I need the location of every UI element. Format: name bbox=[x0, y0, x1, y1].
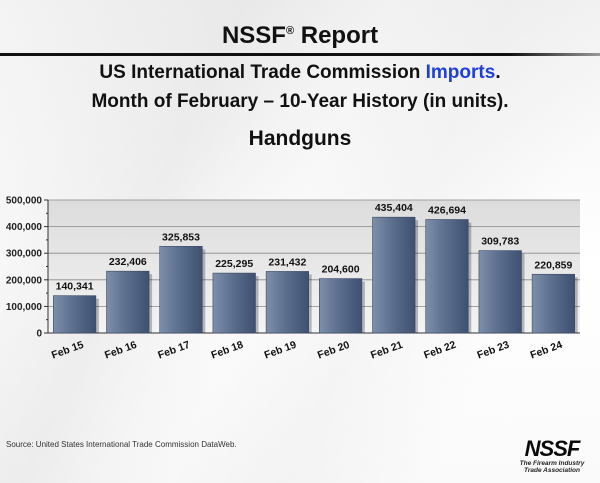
bar bbox=[106, 270, 150, 334]
x-tick-label: Feb 20 bbox=[316, 339, 352, 362]
x-tick-label: Feb 15 bbox=[50, 339, 86, 362]
y-tick-label: 200,000 bbox=[6, 275, 43, 286]
bar bbox=[478, 250, 522, 334]
x-tick-label: Feb 16 bbox=[103, 339, 139, 362]
x-tick-label: Feb 17 bbox=[156, 339, 192, 362]
source-note: Source: United States International Trad… bbox=[6, 440, 237, 449]
x-tick-label: Feb 21 bbox=[369, 339, 405, 362]
data-label: 225,295 bbox=[215, 258, 253, 270]
bar bbox=[425, 219, 469, 334]
bar bbox=[372, 216, 416, 334]
data-label: 231,432 bbox=[268, 256, 306, 268]
bar bbox=[531, 273, 575, 334]
y-tick-label: 100,000 bbox=[6, 302, 43, 313]
x-tick-label: Feb 23 bbox=[475, 339, 511, 362]
y-tick-label: 300,000 bbox=[6, 249, 43, 260]
subtitle-line-1: US International Trade Commission Import… bbox=[99, 62, 501, 83]
highlight-imports: Imports bbox=[425, 62, 496, 83]
report-title: NSSF® Report bbox=[221, 22, 379, 49]
data-label: 220,859 bbox=[534, 259, 572, 271]
data-label: 435,404 bbox=[375, 202, 413, 214]
x-tick-label: Feb 19 bbox=[263, 339, 299, 362]
header-rule bbox=[0, 53, 600, 56]
bar-chart: 0 100,000 200,000 300,000 400,000 500,000 140,… bbox=[6, 196, 580, 362]
bar bbox=[159, 246, 203, 334]
subtitle-line-2: Month of February – 10-Year History (in … bbox=[91, 91, 509, 112]
x-tick-label: Feb 18 bbox=[209, 339, 245, 362]
data-label: 426,694 bbox=[428, 204, 466, 216]
data-label: 140,341 bbox=[56, 281, 94, 293]
data-label: 325,853 bbox=[162, 231, 200, 243]
data-label: 204,600 bbox=[322, 264, 360, 276]
y-tick-label: 500,000 bbox=[6, 196, 43, 207]
data-label: 309,783 bbox=[481, 236, 519, 248]
data-label: 232,406 bbox=[109, 256, 147, 268]
bar bbox=[265, 271, 309, 334]
bar bbox=[212, 272, 256, 334]
x-tick-label: Feb 24 bbox=[529, 339, 565, 362]
chart-title: Handguns bbox=[248, 127, 352, 150]
x-tick-label: Feb 22 bbox=[422, 339, 458, 362]
bar bbox=[53, 295, 97, 334]
nssf-logo: NSSF The Firearm Industry Trade Associat… bbox=[519, 436, 585, 475]
y-tick-label: 400,000 bbox=[6, 222, 43, 233]
bar bbox=[319, 278, 363, 334]
y-tick-label: 0 bbox=[36, 329, 42, 340]
